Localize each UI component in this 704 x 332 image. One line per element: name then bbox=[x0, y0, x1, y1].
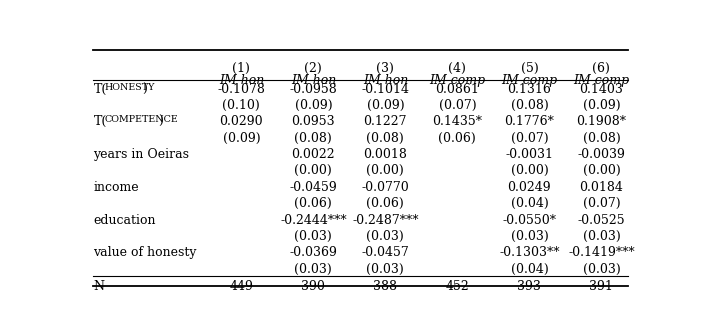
Text: (0.07): (0.07) bbox=[583, 197, 620, 210]
Text: 0.1403: 0.1403 bbox=[579, 83, 623, 96]
Text: (0.08): (0.08) bbox=[367, 132, 404, 145]
Text: (0.08): (0.08) bbox=[582, 132, 620, 145]
Text: (0.09): (0.09) bbox=[222, 132, 260, 145]
Text: T(: T( bbox=[94, 83, 107, 96]
Text: (0.03): (0.03) bbox=[367, 230, 404, 243]
Text: education: education bbox=[94, 213, 156, 226]
Text: N: N bbox=[94, 280, 104, 293]
Text: -0.2487***: -0.2487*** bbox=[352, 213, 419, 226]
Text: (0.04): (0.04) bbox=[510, 263, 548, 276]
Text: (0.06): (0.06) bbox=[367, 197, 404, 210]
Text: IM comp: IM comp bbox=[501, 74, 558, 87]
Text: (0.06): (0.06) bbox=[439, 132, 476, 145]
Text: 0.0290: 0.0290 bbox=[220, 115, 263, 128]
Text: -0.0031: -0.0031 bbox=[505, 148, 553, 161]
Text: (0.03): (0.03) bbox=[294, 230, 332, 243]
Text: (0.08): (0.08) bbox=[510, 99, 548, 112]
Text: (3): (3) bbox=[377, 62, 394, 75]
Text: (0.03): (0.03) bbox=[367, 263, 404, 276]
Text: 0.0249: 0.0249 bbox=[508, 181, 551, 194]
Text: 452: 452 bbox=[446, 280, 470, 293]
Text: 390: 390 bbox=[301, 280, 325, 293]
Text: (4): (4) bbox=[448, 62, 466, 75]
Text: (0.09): (0.09) bbox=[583, 99, 620, 112]
Text: -0.0039: -0.0039 bbox=[577, 148, 625, 161]
Text: (2): (2) bbox=[304, 62, 322, 75]
Text: 0.0953: 0.0953 bbox=[291, 115, 335, 128]
Text: T(: T( bbox=[94, 115, 107, 128]
Text: (1): (1) bbox=[232, 62, 250, 75]
Text: (0.03): (0.03) bbox=[582, 230, 620, 243]
Text: -0.0369: -0.0369 bbox=[289, 246, 337, 259]
Text: (0.10): (0.10) bbox=[222, 99, 260, 112]
Text: IM hon: IM hon bbox=[291, 74, 336, 87]
Text: (0.07): (0.07) bbox=[510, 132, 548, 145]
Text: (0.07): (0.07) bbox=[439, 99, 476, 112]
Text: 0.1776*: 0.1776* bbox=[505, 115, 554, 128]
Text: (0.03): (0.03) bbox=[582, 263, 620, 276]
Text: -0.1419***: -0.1419*** bbox=[568, 246, 635, 259]
Text: -0.1014: -0.1014 bbox=[361, 83, 409, 96]
Text: -0.0525: -0.0525 bbox=[577, 213, 625, 226]
Text: -0.2444***: -0.2444*** bbox=[280, 213, 346, 226]
Text: 0.0022: 0.0022 bbox=[291, 148, 335, 161]
Text: (0.00): (0.00) bbox=[510, 164, 548, 177]
Text: (0.03): (0.03) bbox=[510, 230, 548, 243]
Text: 388: 388 bbox=[373, 280, 397, 293]
Text: -0.1303**: -0.1303** bbox=[499, 246, 560, 259]
Text: IM comp: IM comp bbox=[429, 74, 486, 87]
Text: 449: 449 bbox=[230, 280, 253, 293]
Text: -0.0550*: -0.0550* bbox=[503, 213, 556, 226]
Text: value of honesty: value of honesty bbox=[94, 246, 197, 259]
Text: (0.03): (0.03) bbox=[294, 263, 332, 276]
Text: -0.0770: -0.0770 bbox=[361, 181, 409, 194]
Text: HONESTY: HONESTY bbox=[104, 83, 155, 92]
Text: IM hon: IM hon bbox=[219, 74, 264, 87]
Text: (0.08): (0.08) bbox=[294, 132, 332, 145]
Text: (0.06): (0.06) bbox=[294, 197, 332, 210]
Text: 0.0861: 0.0861 bbox=[436, 83, 479, 96]
Text: 0.0184: 0.0184 bbox=[579, 181, 623, 194]
Text: -0.0457: -0.0457 bbox=[361, 246, 409, 259]
Text: -0.0958: -0.0958 bbox=[289, 83, 337, 96]
Text: (0.00): (0.00) bbox=[294, 164, 332, 177]
Text: 0.1316: 0.1316 bbox=[508, 83, 551, 96]
Text: (0.09): (0.09) bbox=[367, 99, 404, 112]
Text: (6): (6) bbox=[593, 62, 610, 75]
Text: -0.1078: -0.1078 bbox=[218, 83, 265, 96]
Text: 393: 393 bbox=[517, 280, 541, 293]
Text: (0.00): (0.00) bbox=[367, 164, 404, 177]
Text: ): ) bbox=[158, 115, 163, 128]
Text: (0.00): (0.00) bbox=[582, 164, 620, 177]
Text: -0.0459: -0.0459 bbox=[289, 181, 337, 194]
Text: years in Oeiras: years in Oeiras bbox=[94, 148, 189, 161]
Text: 0.1227: 0.1227 bbox=[363, 115, 407, 128]
Text: income: income bbox=[94, 181, 139, 194]
Text: ): ) bbox=[142, 83, 146, 96]
Text: COMPETENCE: COMPETENCE bbox=[104, 115, 178, 124]
Text: IM hon: IM hon bbox=[363, 74, 408, 87]
Text: (5): (5) bbox=[520, 62, 539, 75]
Text: 0.1435*: 0.1435* bbox=[432, 115, 482, 128]
Text: (0.09): (0.09) bbox=[294, 99, 332, 112]
Text: 0.0018: 0.0018 bbox=[363, 148, 408, 161]
Text: IM comp: IM comp bbox=[573, 74, 629, 87]
Text: 0.1908*: 0.1908* bbox=[577, 115, 627, 128]
Text: 391: 391 bbox=[589, 280, 613, 293]
Text: (0.04): (0.04) bbox=[510, 197, 548, 210]
